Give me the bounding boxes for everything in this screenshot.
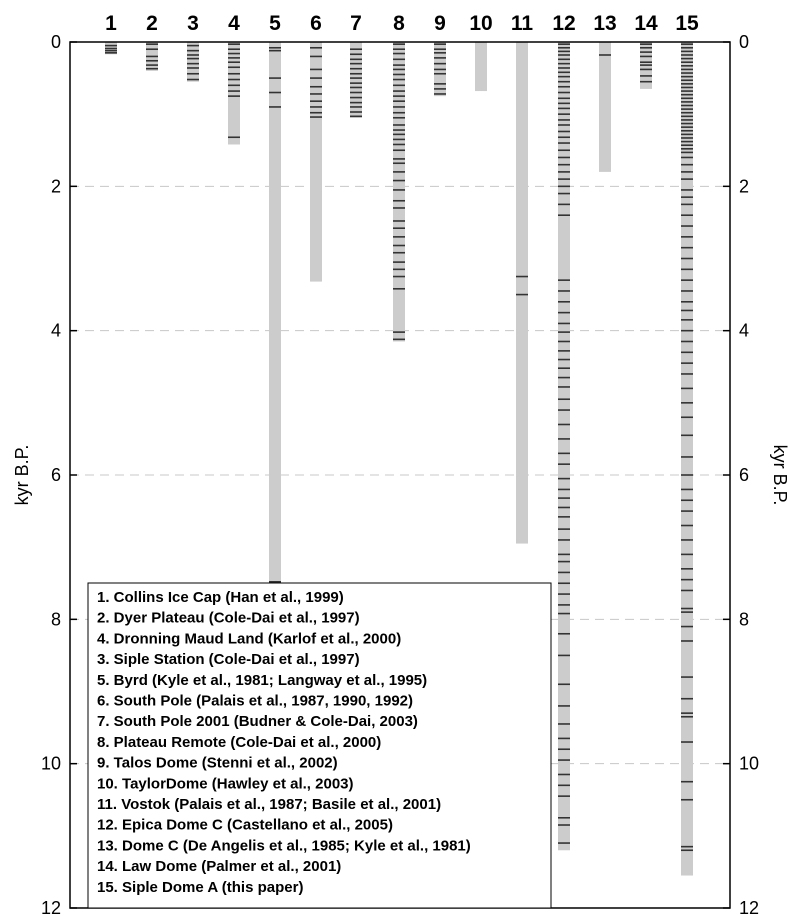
y-tick-label-right: 12: [739, 898, 759, 916]
y-tick-label-left: 2: [51, 176, 61, 196]
legend-entry: 2. Dyer Plateau (Cole-Dai et al., 1997): [97, 610, 360, 627]
column-label-6: 6: [310, 12, 322, 35]
legend-items: 1. Collins Ice Cap (Han et al., 1999) 2. …: [97, 589, 471, 896]
event-marks: [105, 43, 693, 852]
record-bar-15: [681, 42, 693, 876]
legend-entry: 5. Byrd (Kyle et al., 1981; Langway et a…: [97, 672, 427, 689]
record-bar-7: [350, 42, 362, 118]
record-bar-12: [558, 42, 570, 851]
y-tick-label-left: 8: [51, 609, 61, 629]
record-bar-8: [393, 42, 405, 342]
legend-entry: 9. Talos Dome (Stenni et al., 2002): [97, 755, 338, 772]
record-bar-11: [516, 42, 528, 544]
legend-entry: 1. Collins Ice Cap (Han et al., 1999): [97, 589, 344, 606]
column-label-7: 7: [350, 12, 362, 35]
legend-entry: 13. Dome C (De Angelis et al., 1985; Kyl…: [97, 837, 471, 854]
legend-entry: 11. Vostok (Palais et al., 1987; Basile …: [97, 796, 441, 813]
legend-entry: 4. Dronning Maud Land (Karlof et al., 20…: [97, 630, 401, 647]
legend-entry: 14. Law Dome (Palmer et al., 2001): [97, 858, 341, 875]
y-tick-label-left: 0: [51, 32, 61, 52]
legend-entry: 3. Siple Station (Cole-Dai et al., 1997): [97, 651, 360, 668]
column-label-4: 4: [228, 12, 240, 35]
column-label-9: 9: [434, 12, 446, 35]
column-label-2: 2: [146, 12, 158, 35]
legend-entry: 15. Siple Dome A (this paper): [97, 879, 303, 896]
legend-entry: 6. South Pole (Palais et al., 1987, 1990…: [97, 693, 413, 710]
column-label-14: 14: [634, 12, 658, 35]
y-tick-label-right: 2: [739, 176, 749, 196]
legend-entry: 8. Plateau Remote (Cole-Dai et al., 2000…: [97, 734, 381, 751]
record-bar-5: [269, 42, 281, 587]
legend-entry: 7. South Pole 2001 (Budner & Cole-Dai, 2…: [97, 713, 418, 730]
column-label-3: 3: [187, 12, 199, 35]
y-tick-label-left: 6: [51, 465, 61, 485]
record-bar-10: [475, 42, 487, 92]
column-labels: 1 2 3 4 5 6 7 8 9 10 11 12 13 14 15: [105, 12, 699, 35]
y-tick-label-right: 4: [739, 321, 749, 341]
column-label-13: 13: [593, 12, 616, 35]
column-label-10: 10: [469, 12, 492, 35]
column-label-15: 15: [675, 12, 699, 35]
legend: 1. Collins Ice Cap (Han et al., 1999) 2. …: [87, 582, 552, 909]
y-tick-label-left: 12: [41, 898, 61, 916]
y-tick-label-right: 0: [739, 32, 749, 52]
record-bar-3: [187, 42, 199, 82]
column-label-8: 8: [393, 12, 405, 35]
y-tick-label-left: 4: [51, 321, 61, 341]
record-bar-13: [599, 42, 611, 172]
legend-box: [87, 582, 552, 909]
y-tick-label-right: 6: [739, 465, 749, 485]
y-tick-label-right: 10: [739, 754, 759, 774]
y-axis-title-right: kyr B.P.: [770, 445, 790, 506]
axis-ticks: 0 0 2 2 4 4 6 6 8 8 10 10 12 12: [41, 32, 759, 916]
legend-entry: 10. TaylorDome (Hawley et al., 2003): [97, 775, 354, 792]
column-label-1: 1: [105, 12, 117, 35]
column-label-5: 5: [269, 12, 281, 35]
y-axis-title-left: kyr B.P.: [12, 445, 32, 506]
legend-entry: 12. Epica Dome C (Castellano et al., 200…: [97, 817, 393, 834]
y-tick-label-left: 10: [41, 754, 61, 774]
column-label-12: 12: [552, 12, 575, 35]
column-label-11: 11: [511, 12, 534, 35]
y-tick-label-right: 8: [739, 609, 749, 629]
